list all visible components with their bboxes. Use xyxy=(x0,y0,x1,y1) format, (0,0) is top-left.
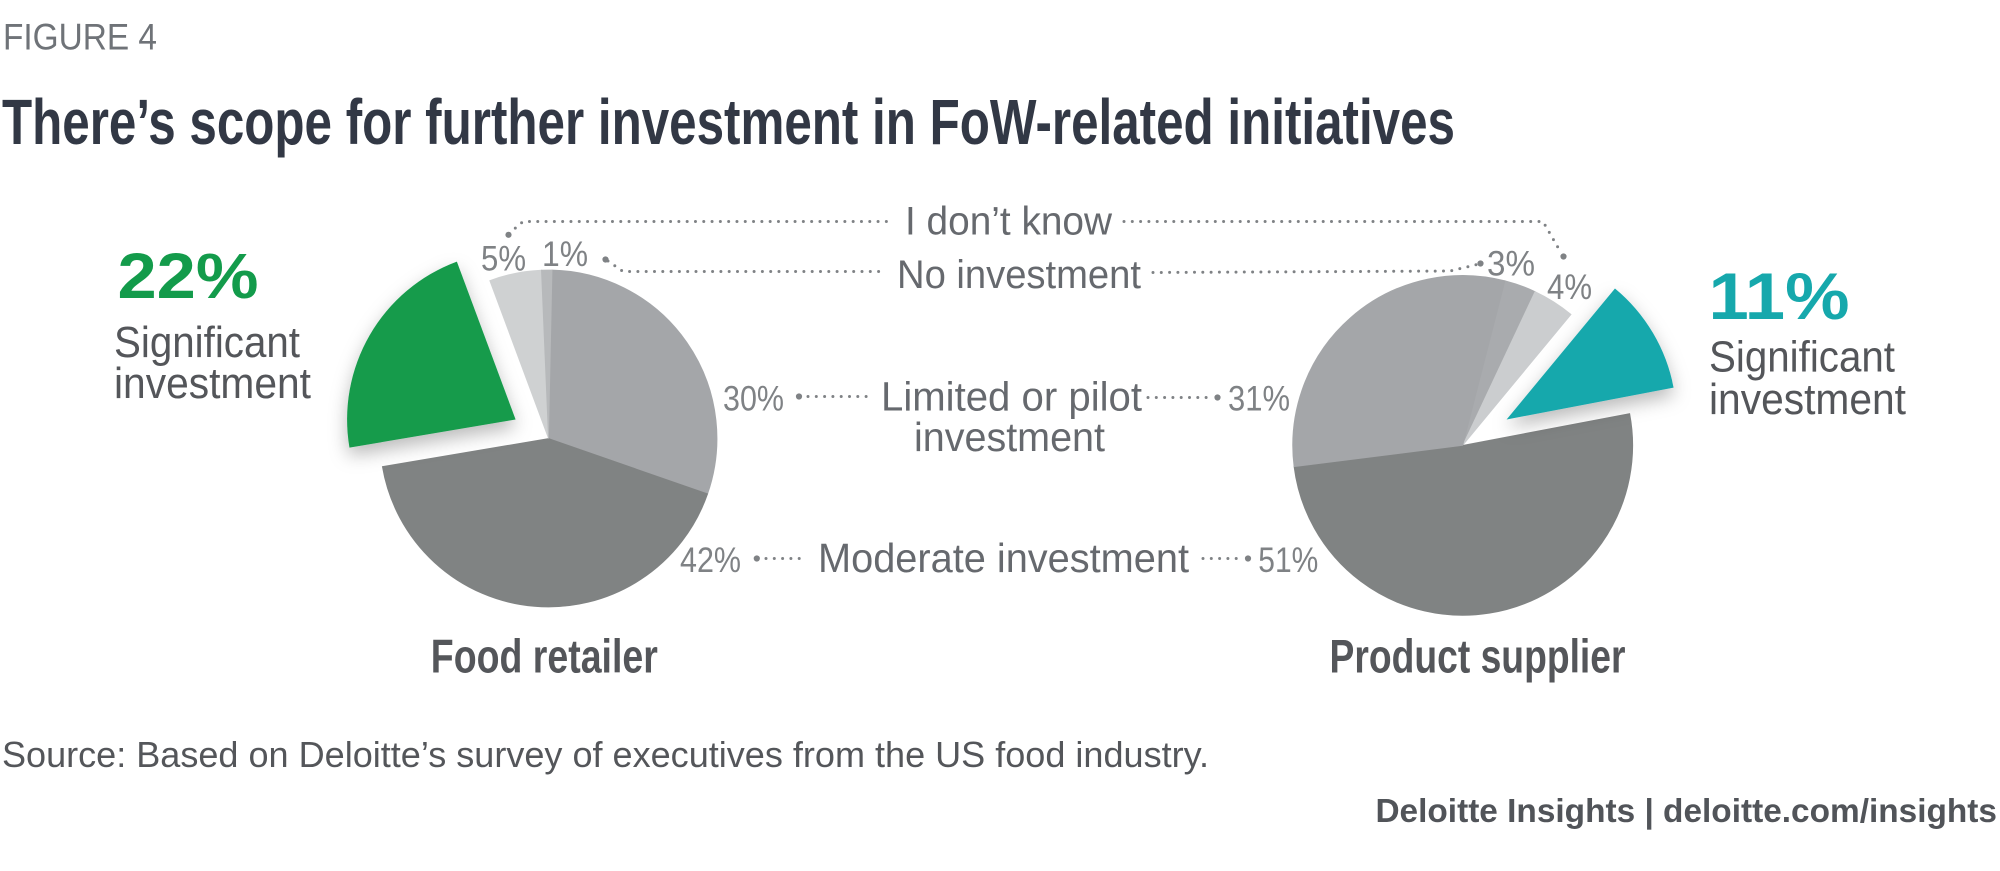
svg-text:31%: 31% xyxy=(1228,379,1290,418)
svg-text:22%: 22% xyxy=(118,240,259,312)
svg-text:Source: Based on Deloitte’s su: Source: Based on Deloitte’s survey of ex… xyxy=(2,734,1209,775)
svg-text:42%: 42% xyxy=(680,541,741,580)
svg-text:11%: 11% xyxy=(1709,259,1850,333)
svg-text:investment: investment xyxy=(1709,375,1906,424)
svg-text:Deloitte Insights | deloitte.c: Deloitte Insights | deloitte.com/insight… xyxy=(1375,793,1997,830)
svg-text:Significant: Significant xyxy=(114,318,300,367)
svg-text:investment: investment xyxy=(914,414,1106,460)
svg-text:Product supplier: Product supplier xyxy=(1330,631,1626,684)
svg-text:I don’t know: I don’t know xyxy=(905,200,1112,244)
svg-text:investment: investment xyxy=(114,359,311,408)
svg-text:There’s scope for further inve: There’s scope for further investment in … xyxy=(2,86,1455,158)
svg-text:Moderate investment: Moderate investment xyxy=(818,535,1190,581)
svg-text:No investment: No investment xyxy=(897,253,1141,297)
svg-text:51%: 51% xyxy=(1258,541,1318,580)
svg-text:Food retailer: Food retailer xyxy=(431,631,658,684)
svg-text:4%: 4% xyxy=(1547,268,1592,307)
svg-text:5%: 5% xyxy=(481,240,526,279)
svg-text:Limited or pilot: Limited or pilot xyxy=(881,373,1143,419)
svg-text:FIGURE 4: FIGURE 4 xyxy=(3,17,157,58)
svg-text:30%: 30% xyxy=(723,379,784,418)
svg-text:1%: 1% xyxy=(542,235,588,274)
svg-text:Significant: Significant xyxy=(1709,333,1895,382)
svg-text:3%: 3% xyxy=(1487,245,1535,284)
